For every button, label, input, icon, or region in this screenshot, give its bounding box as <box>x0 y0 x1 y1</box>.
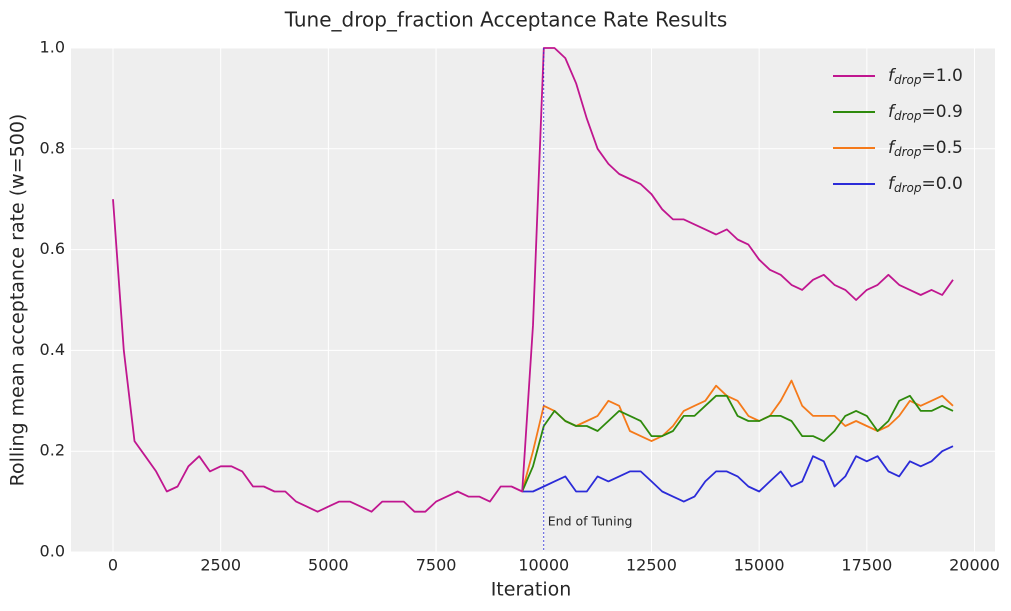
legend-value: =1.0 <box>922 66 963 86</box>
series-line <box>521 394 954 492</box>
x-axis-label: Iteration <box>491 579 572 601</box>
legend-label: fdrop=0.0 <box>888 174 963 195</box>
series-line <box>522 445 954 503</box>
legend-subscript: drop <box>894 109 922 123</box>
x-tick-label: 2500 <box>200 556 241 575</box>
legend-symbol: f <box>888 66 897 86</box>
series-line <box>521 379 954 492</box>
x-tick-label: 0 <box>108 556 118 575</box>
legend-label: fdrop=1.0 <box>888 66 963 87</box>
x-tick-label: 15000 <box>734 556 785 575</box>
series-line <box>112 47 954 513</box>
legend-symbol: f <box>888 102 897 122</box>
legend-value: =0.5 <box>922 138 963 158</box>
legend-value: =0.9 <box>922 102 963 122</box>
annotation-text: End of Tuning <box>548 514 633 529</box>
y-tick-label: 0.8 <box>40 138 65 157</box>
y-axis-label: Rolling mean acceptance rate (w=500) <box>7 114 29 487</box>
x-tick-label: 5000 <box>308 556 349 575</box>
x-tick-label: 20000 <box>949 556 1000 575</box>
legend-symbol: f <box>888 174 897 194</box>
legend-label: fdrop=0.9 <box>888 102 963 123</box>
y-tick-label: 0.6 <box>40 239 65 258</box>
legend-subscript: drop <box>894 181 922 195</box>
x-tick-label: 17500 <box>841 556 892 575</box>
legend-label: fdrop=0.5 <box>888 138 963 159</box>
chart-title: Tune_drop_fraction Acceptance Rate Resul… <box>284 8 728 32</box>
y-tick-label: 0.4 <box>40 340 65 359</box>
x-tick-label: 7500 <box>416 556 457 575</box>
legend-subscript: drop <box>894 73 922 87</box>
y-tick-label: 0.2 <box>40 441 65 460</box>
legend-symbol: f <box>888 138 897 158</box>
y-tick-label: 0.0 <box>40 542 65 561</box>
legend-value: =0.0 <box>922 174 963 194</box>
y-tick-label: 1.0 <box>40 38 65 57</box>
legend-subscript: drop <box>894 145 922 159</box>
x-tick-label: 12500 <box>626 556 677 575</box>
x-tick-label: 10000 <box>518 556 569 575</box>
